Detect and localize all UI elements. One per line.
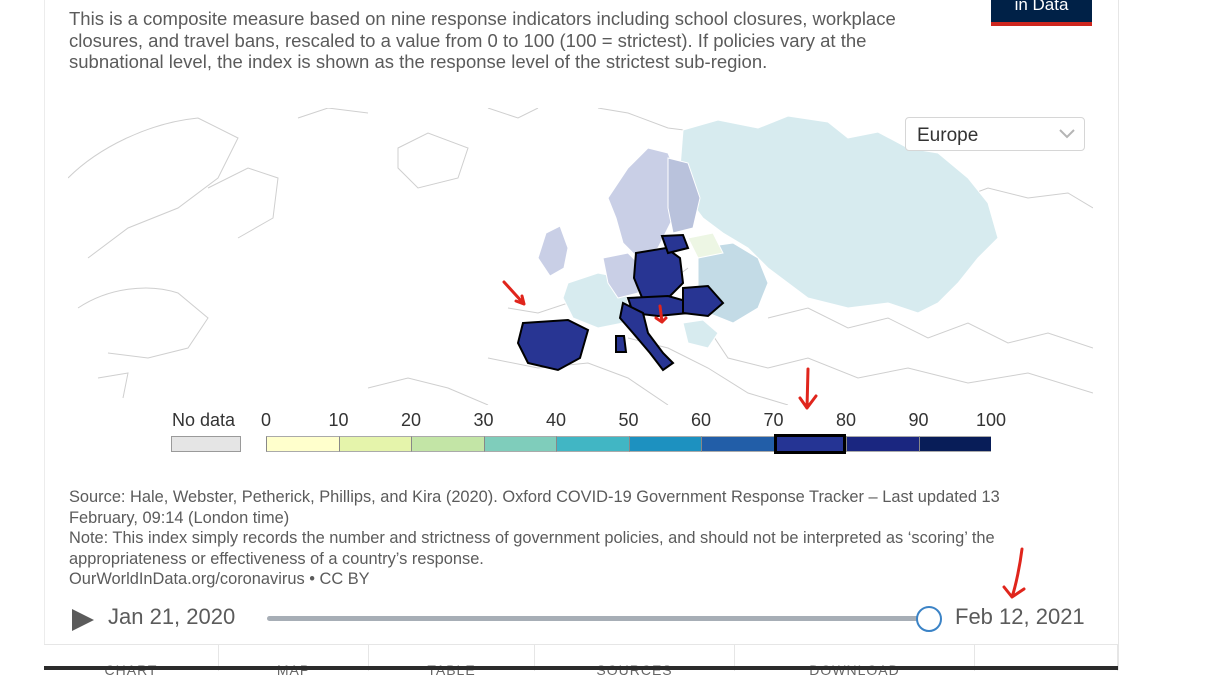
- scandinavia-region: [607, 147, 679, 259]
- tab-chart-label: CHART: [104, 662, 158, 678]
- legend-bin[interactable]: [846, 436, 919, 452]
- legend-bin[interactable]: [266, 436, 339, 452]
- legend-no-data-swatch[interactable]: [171, 436, 241, 452]
- legend-tick-label: 80: [835, 410, 857, 430]
- bottom-bar: [44, 666, 1118, 670]
- arrow-balkans-annotation: [654, 304, 668, 324]
- timeline-track[interactable]: [267, 616, 927, 621]
- legend-tick-label: 90: [908, 410, 929, 430]
- legend-bin[interactable]: [701, 436, 774, 452]
- note-text: Note: This index simply records the numb…: [69, 529, 995, 568]
- highlighted-countries: [516, 233, 725, 372]
- chart-footer: Source: Hale, Webster, Petherick, Philli…: [69, 487, 1059, 590]
- legend-tick-label: 60: [690, 410, 712, 430]
- legend-tick-label: 30: [473, 410, 494, 430]
- finland-region: [667, 157, 701, 234]
- timeline-start-date: Jan 21, 2020: [108, 604, 236, 629]
- color-legend: No data 0 10 20 30 40 50 60 70 80 90 100: [160, 406, 1020, 466]
- page-left-margin: [0, 0, 45, 670]
- uk-ireland-region: [537, 225, 569, 277]
- sardinia-country: [615, 335, 628, 353]
- legend-bin[interactable]: [628, 436, 701, 452]
- central-europe-country: [632, 246, 685, 302]
- map-annotations: [502, 280, 668, 324]
- russia-region: [679, 115, 999, 314]
- legend-bin[interactable]: [773, 434, 846, 454]
- arrow-iberia-annotation: [502, 280, 526, 306]
- timeline: Jan 21, 2020 Feb 12, 2021: [0, 598, 1226, 638]
- tab-sources-label: SOURCES: [596, 662, 673, 678]
- tab-share[interactable]: [975, 645, 1118, 671]
- chevron-down-icon: [1059, 129, 1075, 139]
- legend-tick-label: 10: [328, 410, 349, 430]
- legend-bin[interactable]: [411, 436, 484, 452]
- iberia-country: [516, 318, 590, 372]
- legend-tick-label: 70: [763, 410, 784, 430]
- region-select[interactable]: Europe: [905, 117, 1085, 151]
- romania-country: [682, 284, 725, 318]
- region-select-value: Europe: [917, 125, 979, 146]
- legend-tick-label: 50: [618, 410, 639, 430]
- legend-bin[interactable]: [483, 436, 556, 452]
- legend-arrow-annotation: [798, 367, 818, 410]
- play-icon[interactable]: [70, 608, 96, 632]
- source-text: Source: Hale, Webster, Petherick, Philli…: [69, 488, 1000, 527]
- germany-benelux-region: [602, 252, 644, 299]
- poland-country: [660, 233, 690, 255]
- legend-no-data-label: No data: [172, 410, 236, 430]
- timeline-handle[interactable]: [916, 606, 942, 632]
- tab-table-label: TABLE: [427, 662, 476, 678]
- italy-country: [618, 301, 675, 372]
- owid-logo[interactable]: in Data: [991, 0, 1092, 26]
- legend-tick-label: 20: [400, 410, 422, 430]
- legend-bin[interactable]: [338, 436, 411, 452]
- legend-tick-label: 40: [545, 410, 567, 430]
- chart-subtitle: This is a composite measure based on nin…: [69, 8, 896, 72]
- credit-link[interactable]: OurWorldInData.org/coronavirus • CC BY: [69, 570, 370, 588]
- date-arrow-annotation: [1002, 547, 1026, 599]
- legend-bin[interactable]: [918, 436, 991, 452]
- legend-bin[interactable]: [556, 436, 629, 452]
- legend-tick-label: 100: [975, 410, 1007, 430]
- tab-download-label: DOWNLOAD: [809, 662, 900, 678]
- timeline-end-date: Feb 12, 2021: [955, 604, 1085, 629]
- map-background-outlines: [68, 108, 1093, 405]
- page-right-margin: [1118, 0, 1226, 670]
- tab-map-label: MAP: [276, 662, 311, 678]
- europe-map[interactable]: [68, 108, 1093, 405]
- legend-tick-label: 0: [260, 410, 272, 430]
- logo-text: in Data: [1014, 0, 1069, 14]
- map-countries: [537, 115, 999, 349]
- balkans-region: [682, 319, 719, 349]
- belarus-region: [687, 232, 724, 259]
